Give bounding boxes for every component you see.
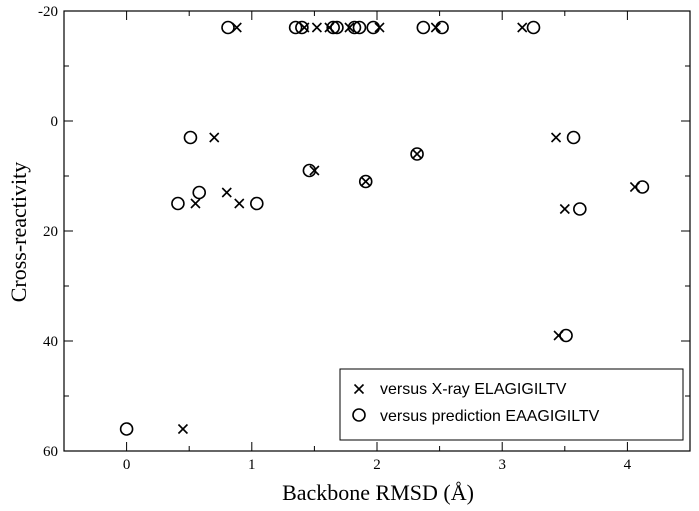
data-point-prediction: [288, 20, 303, 35]
data-point-prediction: [183, 130, 198, 145]
data-point-prediction: [435, 20, 449, 35]
y-tick-label: 40: [43, 334, 58, 350]
data-point-prediction: [295, 20, 309, 35]
y-tick-label: 20: [43, 224, 58, 240]
data-point-prediction: [347, 20, 362, 35]
data-point-prediction: [330, 20, 344, 35]
data-point-prediction: [302, 163, 317, 178]
legend-marker-prediction: [352, 408, 366, 422]
data-point-xray: [411, 148, 423, 160]
data-point-prediction: [171, 196, 185, 211]
y-tick-label: 0: [51, 114, 59, 130]
data-point-prediction: [119, 422, 134, 436]
data-point-prediction: [326, 20, 340, 35]
x-tick-label: 2: [373, 457, 381, 473]
data-point-xray: [177, 423, 189, 435]
data-point-prediction: [416, 20, 431, 35]
data-point-xray: [550, 132, 562, 143]
x-tick-label: 3: [498, 457, 506, 473]
data-point-xray: [311, 22, 322, 33]
y-tick-label: -20: [38, 4, 58, 20]
legend: versus X-ray ELAGIGILTV versus predictio…: [339, 368, 684, 441]
data-point-prediction: [221, 20, 235, 35]
data-point-xray: [234, 198, 245, 209]
data-point-xray: [221, 187, 232, 198]
data-point-xray: [344, 22, 355, 33]
x-tick-label: 0: [123, 457, 131, 473]
x-tick-label: 1: [248, 457, 256, 473]
data-point-xray: [190, 198, 201, 209]
legend-o-marker: [352, 408, 366, 422]
legend-label-prediction: versus prediction EAAGIGILTV: [380, 408, 600, 425]
data-point-prediction: [192, 185, 207, 200]
data-point-prediction: [410, 147, 424, 161]
data-points: [119, 20, 650, 436]
data-point-xray: [360, 176, 371, 187]
data-point-prediction: [352, 20, 367, 35]
data-point-xray: [559, 203, 570, 215]
data-point-prediction: [358, 174, 373, 189]
y-tick-label: 60: [43, 444, 58, 460]
data-point-prediction: [635, 180, 650, 194]
series-prediction: [119, 20, 650, 436]
y-axis-title: Cross-reactivity: [6, 162, 31, 303]
legend-marker-xray: [353, 383, 365, 395]
data-point-xray: [309, 165, 320, 176]
data-point-xray: [517, 22, 528, 33]
data-point-xray: [209, 132, 220, 143]
x-axis-title: Backbone RMSD (Å): [282, 480, 474, 505]
legend-x-marker: [353, 383, 365, 395]
data-point-prediction: [526, 20, 541, 35]
legend-label-xray: versus X-ray ELAGIGILTV: [380, 381, 567, 398]
data-point-prediction: [366, 20, 381, 35]
data-point-prediction: [573, 202, 587, 216]
ticks: 0 1 2 3 4 -20 0 20 40 60: [38, 4, 691, 473]
legend-box: [339, 368, 684, 441]
x-tick-label: 4: [624, 457, 632, 473]
data-point-prediction: [559, 328, 573, 343]
data-point-prediction: [566, 130, 581, 145]
series-xray: [177, 22, 640, 435]
data-point-prediction: [250, 196, 264, 211]
